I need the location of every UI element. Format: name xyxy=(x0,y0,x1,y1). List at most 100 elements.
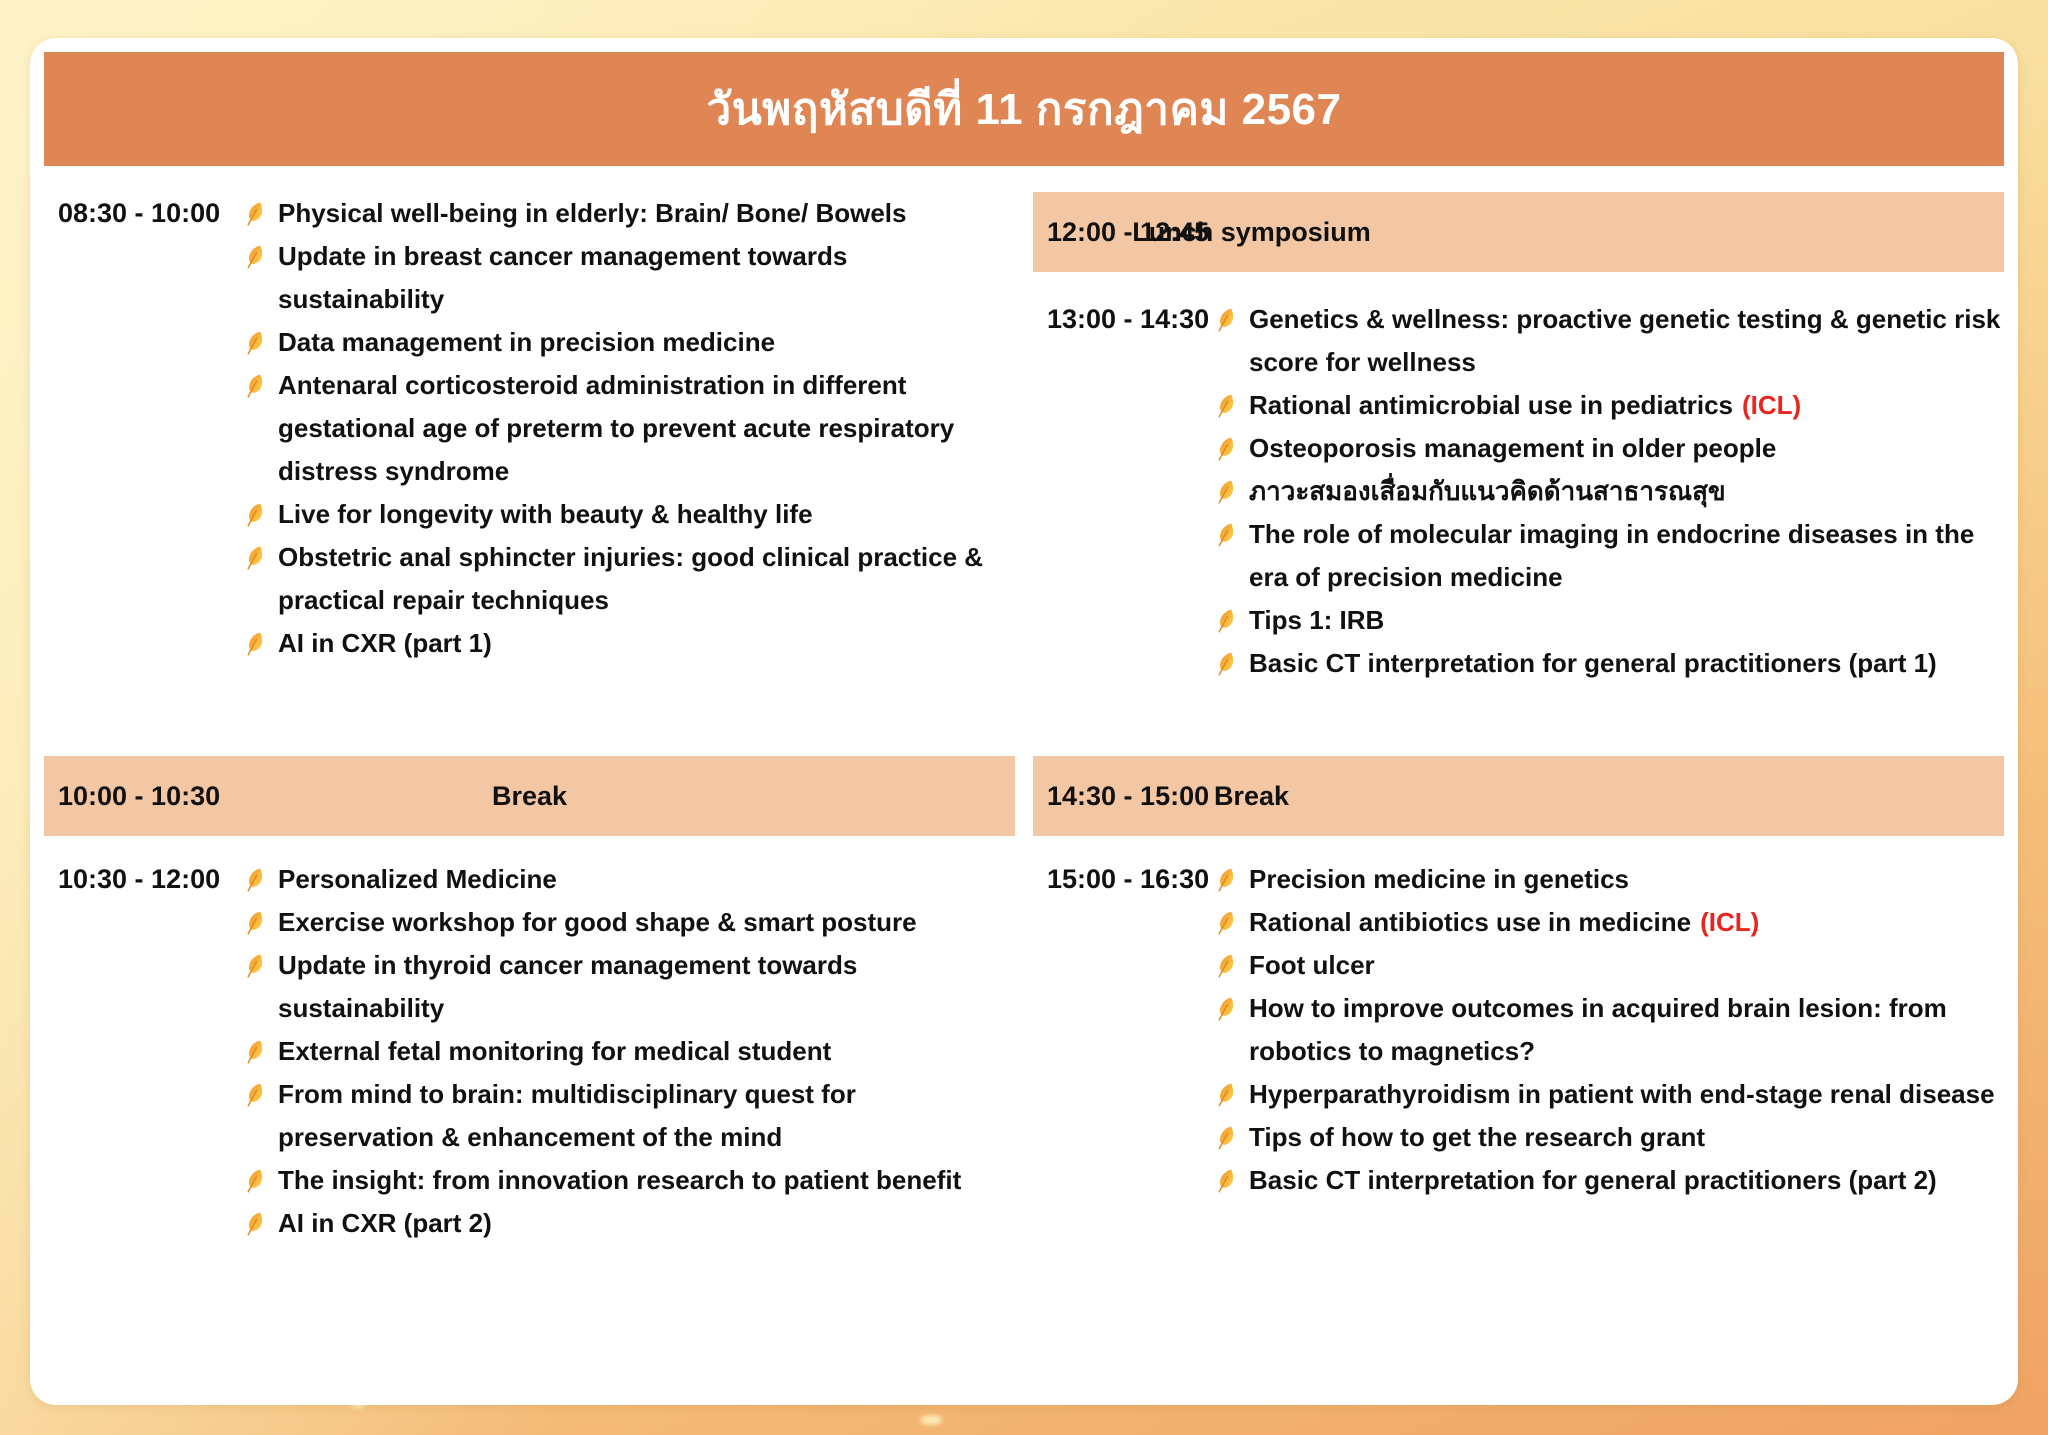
leaf-bullet-icon xyxy=(247,910,263,935)
session-item: Rational antibiotics use in medicine (ICL… xyxy=(1213,901,2004,944)
session-item-text: AI in CXR (part 2) xyxy=(278,1208,492,1238)
session-item-text: Precision medicine in genetics xyxy=(1249,864,1630,894)
session-item: Foot ulcer xyxy=(1213,944,2004,987)
leaf-bullet-icon xyxy=(247,867,263,892)
session-block: 13:00 - 14:30 Genetics & wellness: proact… xyxy=(1033,298,2004,738)
session-item: Tips 1: IRB xyxy=(1213,599,2004,642)
session-item: Obstetric anal sphincter injuries: good … xyxy=(242,536,1015,622)
session-item: Rational antimicrobial use in pediatrics… xyxy=(1213,384,2004,427)
leaf-bullet-icon xyxy=(1218,953,1234,978)
session-item: Antenaral corticosteroid administration … xyxy=(242,364,1015,493)
schedule-card: วันพฤหัสบดีที่ 11 กรกฎาคม 2567 08:30 - 1… xyxy=(30,38,2018,1405)
session-item: Physical well-being in elderly: Brain/ B… xyxy=(242,192,1015,235)
session-item-list: Physical well-being in elderly: Brain/ B… xyxy=(242,192,1015,665)
sparkle-decoration xyxy=(920,1415,942,1425)
session-item: AI in CXR (part 2) xyxy=(242,1202,1015,1245)
schedule-column-right: 12:00 - 12:45 Lunch symposium 13:00 - 14:3… xyxy=(1033,192,2004,1245)
leaf-bullet-icon xyxy=(1218,1168,1234,1193)
leaf-bullet-icon xyxy=(1218,522,1234,547)
date-header: วันพฤหัสบดีที่ 11 กรกฎาคม 2567 xyxy=(44,52,2004,166)
session-item-text: Foot ulcer xyxy=(1249,950,1375,980)
session-item-text: Osteoporosis management in older people xyxy=(1249,433,1777,463)
leaf-bullet-icon xyxy=(247,545,263,570)
bar-label: Break xyxy=(491,781,568,811)
time-range: 13:00 - 14:30 xyxy=(1047,304,1210,334)
icl-tag: (ICL) xyxy=(1742,390,1802,420)
bar-label: Break xyxy=(1213,781,1289,811)
session-block: 15:00 - 16:30 Precision medicine in genet… xyxy=(1033,858,2004,1202)
session-item-text: Obstetric anal sphincter injuries: good … xyxy=(278,542,984,615)
session-item-text: Live for longevity with beauty & healthy… xyxy=(278,499,813,529)
session-item-text: Tips 1: IRB xyxy=(1249,605,1385,635)
session-item: Exercise workshop for good shape & smart… xyxy=(242,901,1015,944)
session-item-list: Genetics & wellness: proactive genetic t… xyxy=(1213,298,2004,685)
time-range: 15:00 - 16:30 xyxy=(1047,864,1210,894)
session-item: Osteoporosis management in older people xyxy=(1213,427,2004,470)
break-bar: 14:30 - 15:00 Break xyxy=(1033,756,2004,836)
session-item: Live for longevity with beauty & healthy… xyxy=(242,493,1015,536)
session-item-list: Personalized Medicine Exercise workshop f… xyxy=(242,858,1015,1245)
date-header-title: วันพฤหัสบดีที่ 11 กรกฎาคม 2567 xyxy=(706,85,1342,134)
session-item-text: Tips of how to get the research grant xyxy=(1249,1122,1706,1152)
session-item: External fetal monitoring for medical st… xyxy=(242,1030,1015,1073)
session-item: ภาวะสมองเสื่อมกับแนวคิดด้านสาธารณสุข xyxy=(1213,470,2004,513)
leaf-bullet-icon xyxy=(1218,1125,1234,1150)
session-item: Basic CT interpretation for general prac… xyxy=(1213,642,2004,685)
session-item-list: Precision medicine in genetics Rational a… xyxy=(1213,858,2004,1202)
lunch-symposium-bar: 12:00 - 12:45 Lunch symposium xyxy=(1033,192,2004,272)
session-item-text: Exercise workshop for good shape & smart… xyxy=(278,907,917,937)
time-range: 08:30 - 10:00 xyxy=(58,198,221,228)
session-item-text: Hyperparathyroidism in patient with end-… xyxy=(1249,1079,1995,1109)
session-item-text: From mind to brain: multidisciplinary qu… xyxy=(278,1079,856,1152)
session-item: Update in breast cancer management towar… xyxy=(242,235,1015,321)
icl-tag: (ICL) xyxy=(1700,907,1760,937)
session-item: Hyperparathyroidism in patient with end-… xyxy=(1213,1073,2004,1116)
session-item: AI in CXR (part 1) xyxy=(242,622,1015,665)
leaf-bullet-icon xyxy=(247,373,263,398)
session-item-text: External fetal monitoring for medical st… xyxy=(278,1036,832,1066)
session-block: 10:30 - 12:00 Personalized Medicine Exerci… xyxy=(44,858,1015,1245)
session-item: Basic CT interpretation for general prac… xyxy=(1213,1159,2004,1202)
leaf-bullet-icon xyxy=(247,502,263,527)
session-item-text: Personalized Medicine xyxy=(278,864,557,894)
leaf-bullet-icon xyxy=(1218,436,1234,461)
leaf-bullet-icon xyxy=(247,1211,263,1236)
leaf-bullet-icon xyxy=(1218,867,1234,892)
session-item-text: Antenaral corticosteroid administration … xyxy=(278,370,955,486)
session-item-text: Update in breast cancer management towar… xyxy=(278,241,848,314)
schedule-columns: 08:30 - 10:00 Physical well-being in elde… xyxy=(30,166,2018,1245)
session-item: The role of molecular imaging in endocri… xyxy=(1213,513,2004,599)
leaf-bullet-icon xyxy=(247,1039,263,1064)
session-item-text: Basic CT interpretation for general prac… xyxy=(1249,648,1937,678)
time-range: 10:00 - 10:30 xyxy=(58,781,221,811)
session-item-text: ภาวะสมองเสื่อมกับแนวคิดด้านสาธารณสุข xyxy=(1249,476,1726,506)
leaf-bullet-icon xyxy=(247,631,263,656)
time-range: 10:30 - 12:00 xyxy=(58,864,221,894)
session-item-text: Rational antimicrobial use in pediatrics… xyxy=(1249,390,1802,420)
leaf-bullet-icon xyxy=(1218,608,1234,633)
leaf-bullet-icon xyxy=(1218,1082,1234,1107)
schedule-column-left: 08:30 - 10:00 Physical well-being in elde… xyxy=(44,192,1015,1245)
session-item-text: Rational antibiotics use in medicine (ICL… xyxy=(1249,907,1760,937)
leaf-bullet-icon xyxy=(1218,910,1234,935)
leaf-bullet-icon xyxy=(1218,393,1234,418)
session-item: The insight: from innovation research to… xyxy=(242,1159,1015,1202)
session-item: Update in thyroid cancer management towa… xyxy=(242,944,1015,1030)
session-item: From mind to brain: multidisciplinary qu… xyxy=(242,1073,1015,1159)
session-item-text: Basic CT interpretation for general prac… xyxy=(1249,1165,1937,1195)
bar-label: Lunch symposium xyxy=(1132,217,1371,247)
time-range: 14:30 - 15:00 xyxy=(1047,781,1210,811)
session-item-text: Update in thyroid cancer management towa… xyxy=(278,950,858,1023)
leaf-bullet-icon xyxy=(247,1168,263,1193)
session-item: Precision medicine in genetics xyxy=(1213,858,2004,901)
session-block: 08:30 - 10:00 Physical well-being in elde… xyxy=(44,192,1015,720)
leaf-bullet-icon xyxy=(247,953,263,978)
session-item: Tips of how to get the research grant xyxy=(1213,1116,2004,1159)
leaf-bullet-icon xyxy=(247,330,263,355)
session-item: How to improve outcomes in acquired brai… xyxy=(1213,987,2004,1073)
session-item-text: Data management in precision medicine xyxy=(278,327,776,357)
session-item-text: How to improve outcomes in acquired brai… xyxy=(1249,993,1947,1066)
session-item-text: Genetics & wellness: proactive genetic t… xyxy=(1249,304,2001,377)
session-item-text: The insight: from innovation research to… xyxy=(278,1165,962,1195)
